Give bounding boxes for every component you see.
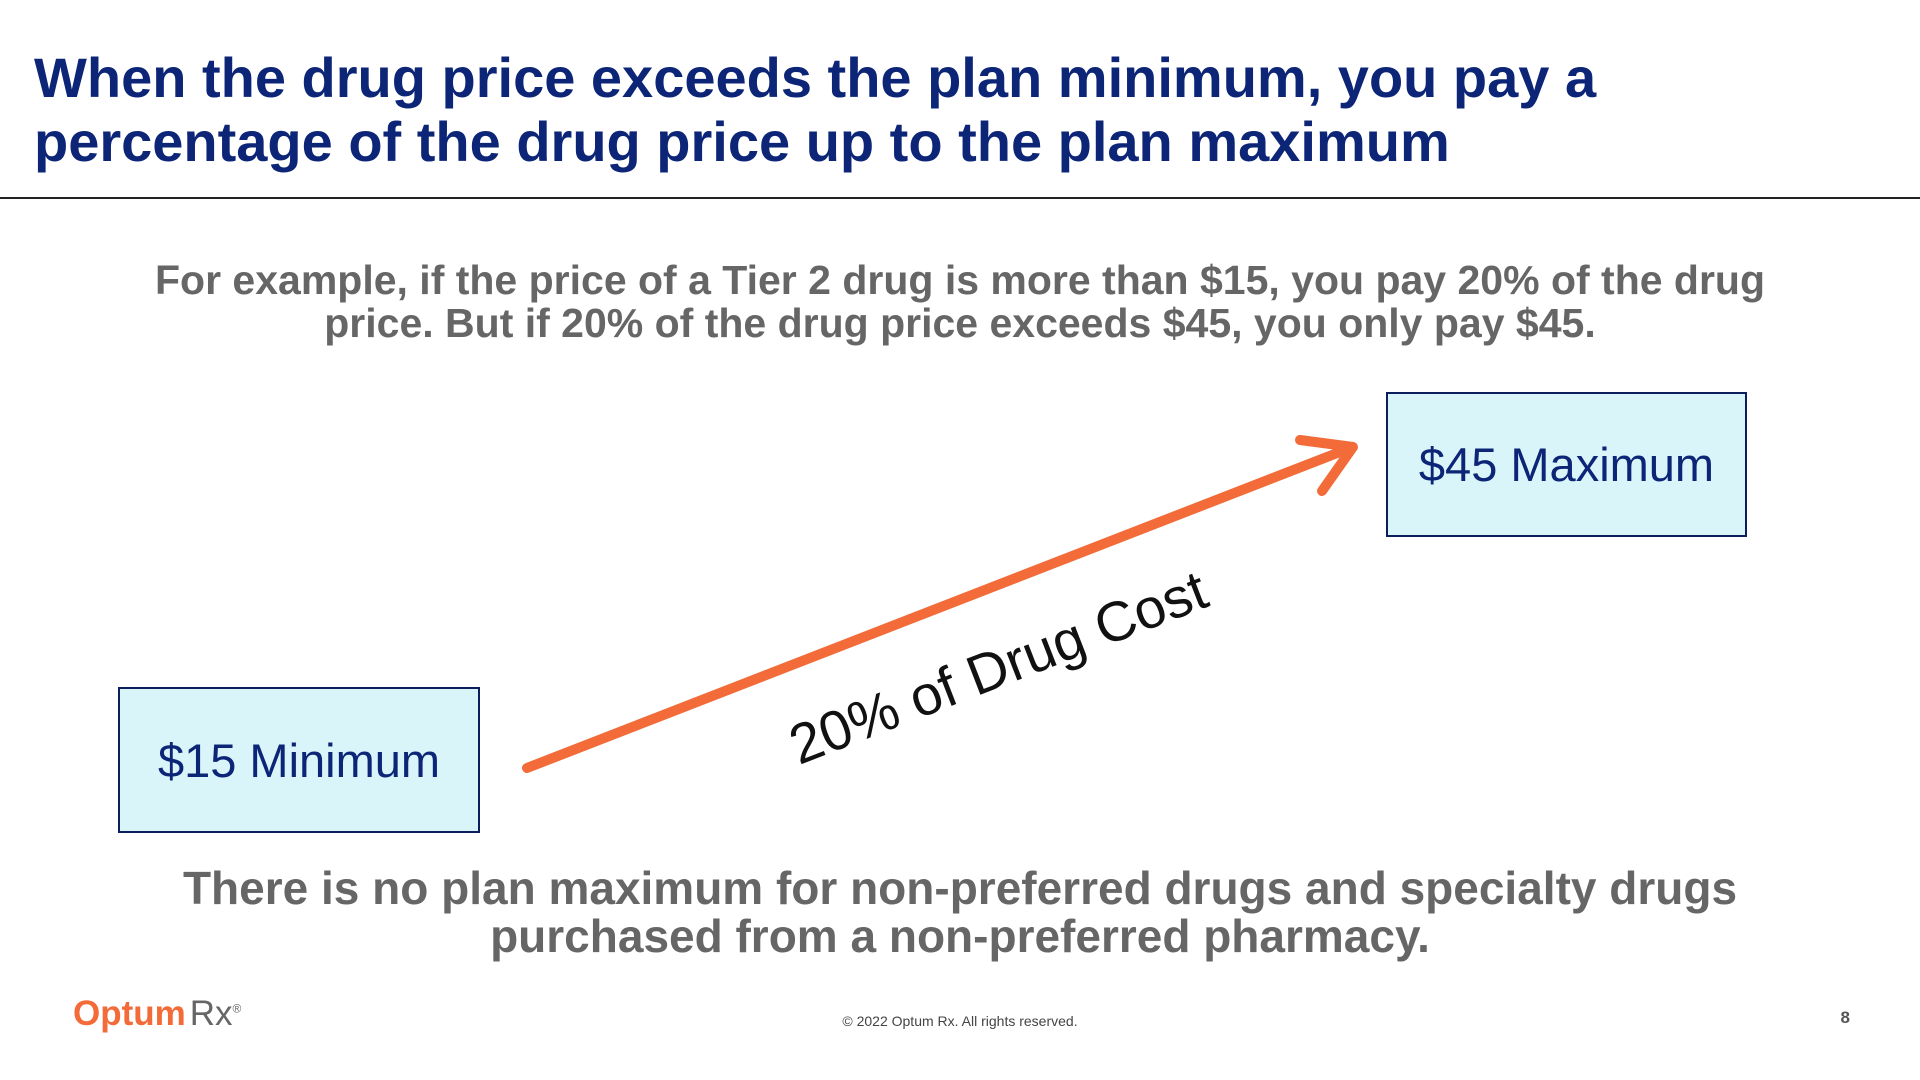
title: When the drug price exceeds the plan min… [34,46,1596,174]
logo-product: Rx [189,994,233,1033]
title-line: When the drug price exceeds the plan min… [34,46,1597,109]
note-line: There is no plan maximum for non-preferr… [182,862,1738,914]
divider [0,197,1920,199]
intro: For example, if the price of a Tier 2 dr… [0,259,1920,345]
intro-line: For example, if the price of a Tier 2 dr… [154,257,1766,303]
maximum-box: $45 Maximum [1386,392,1747,537]
logo-mark: ® [232,1001,242,1016]
note-line: purchased from a non-preferred pharmacy. [490,910,1430,962]
copyright: © 2022 Optum Rx. All rights reserved. [842,1013,1078,1029]
title-line: percentage of the drug price up to the p… [34,110,1450,173]
intro-line: price. But if 20% of the drug price exce… [324,300,1596,346]
note: There is no plan maximum for non-preferr… [0,864,1920,960]
logo: Optum Rx® [73,994,241,1034]
page-number: 8 [1840,1008,1850,1027]
minimum-box: $15 Minimum [118,687,480,833]
logo-brand: Optum [73,994,186,1033]
